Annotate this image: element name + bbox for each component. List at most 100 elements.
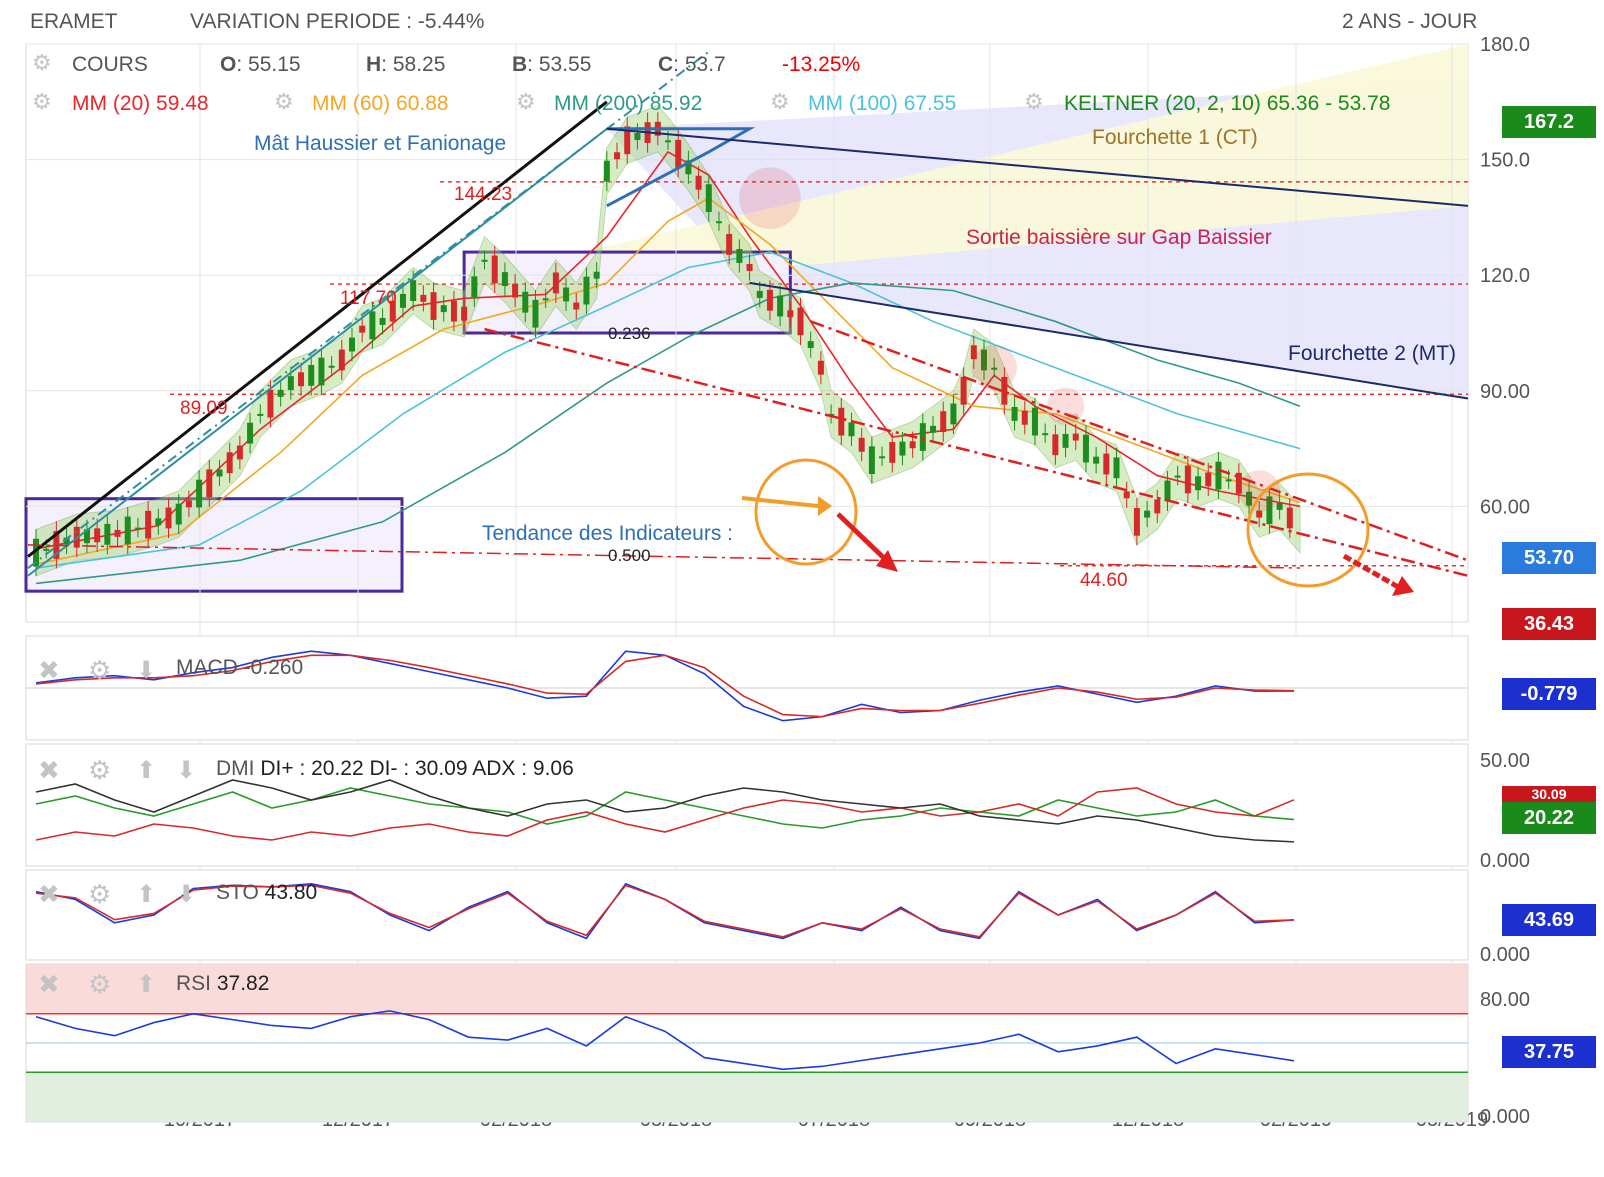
badge-upper: 167.2 xyxy=(1502,106,1596,138)
candle-body xyxy=(817,360,824,375)
orange-circle xyxy=(1246,472,1370,588)
series-mm-20- xyxy=(35,150,1301,550)
level-89: 89.09 xyxy=(180,398,228,419)
dmi-series-line xyxy=(35,787,1295,841)
candle-body xyxy=(1256,510,1263,518)
candle-body xyxy=(145,510,152,539)
candle-body xyxy=(1113,457,1120,479)
low-val: : 53.55 xyxy=(527,53,592,76)
gear-icon[interactable]: ⚙ xyxy=(88,880,112,910)
candle-body xyxy=(389,300,396,322)
dmi-y-tick: 0.000 xyxy=(1480,850,1530,872)
candle-body xyxy=(369,311,376,340)
candle-body xyxy=(1001,376,1008,405)
arrow-up-icon[interactable]: ⬆ xyxy=(136,756,157,784)
candle-body xyxy=(216,469,223,477)
cours-label: COURS xyxy=(72,53,148,76)
gear-icon[interactable]: ⚙ xyxy=(516,90,536,115)
candle-body xyxy=(1266,496,1273,525)
close-icon[interactable]: ✖ xyxy=(38,970,60,1000)
gear-icon[interactable]: ⚙ xyxy=(88,756,112,786)
arrow-down-icon[interactable]: ⬇ xyxy=(176,756,197,784)
fib-500: 0.500 xyxy=(608,546,651,565)
symbol-title: ERAMET xyxy=(30,10,118,33)
candle-body xyxy=(287,376,294,391)
annotation-sortie: Sortie baissière sur Gap Baissier xyxy=(966,226,1272,249)
candle-body xyxy=(1093,456,1100,464)
annotation-fourchette2: Fourchette 2 (MT) xyxy=(1288,342,1457,365)
candle-body xyxy=(104,523,111,545)
gear-icon[interactable]: ⚙ xyxy=(770,90,790,115)
candle-body xyxy=(981,349,987,371)
keltner-value: 65.36 - 53.78 xyxy=(1266,92,1391,115)
candle-body xyxy=(797,307,804,336)
candle-body xyxy=(379,317,386,325)
change-percent: -13.25% xyxy=(782,53,861,76)
close-icon[interactable]: ✖ xyxy=(38,880,60,910)
candle-body xyxy=(298,372,305,387)
gear-icon[interactable]: ⚙ xyxy=(1024,90,1044,115)
gear-icon[interactable]: ⚙ xyxy=(32,51,52,76)
candle-body xyxy=(420,294,427,302)
candle-body xyxy=(950,403,957,425)
candle-body xyxy=(512,283,519,298)
keltner-label: KELTNER (20, 2, 10) xyxy=(1064,92,1261,115)
candle-body xyxy=(603,160,610,182)
fourchette2-line xyxy=(749,281,1469,400)
candle-body xyxy=(185,500,192,508)
rsi-value: 37.82 xyxy=(216,972,270,995)
candle-body xyxy=(33,538,39,567)
candle-body xyxy=(756,290,763,298)
mm20-value: 59.48 xyxy=(156,92,209,115)
gear-icon[interactable]: ⚙ xyxy=(88,970,112,1000)
mm100-legend: MM (100) 67.55 xyxy=(808,92,956,116)
highlight-circle xyxy=(971,344,1017,391)
badge-sto: 43.69 xyxy=(1502,904,1596,936)
candle-body xyxy=(1184,465,1191,494)
candle-body xyxy=(991,367,998,370)
gear-icon[interactable]: ⚙ xyxy=(88,656,112,686)
candle-body xyxy=(399,293,406,308)
arrow-up-icon[interactable]: ⬆ xyxy=(136,880,157,908)
gear-icon[interactable]: ⚙ xyxy=(274,90,294,115)
close-icon[interactable]: ✖ xyxy=(38,656,60,686)
mm60-value: 60.88 xyxy=(396,92,449,115)
macd-value: -0.260 xyxy=(243,656,304,679)
candle-body xyxy=(155,518,162,526)
candle-body xyxy=(1052,434,1059,456)
candle-body xyxy=(675,139,682,168)
candle-body xyxy=(359,325,366,333)
mm200-value: 85.92 xyxy=(649,92,703,115)
badge-dmi-green: 20.22 xyxy=(1502,802,1596,834)
macd-panel-title: MACD -0.260 xyxy=(176,656,303,680)
period-label[interactable]: 2 ANS - JOUR xyxy=(1342,10,1478,33)
candle-body xyxy=(124,516,131,545)
gear-icon[interactable]: ⚙ xyxy=(32,90,52,115)
candle-body xyxy=(889,442,896,463)
series-mm-100- xyxy=(35,251,1301,569)
candle-body xyxy=(624,126,631,155)
candle-body xyxy=(410,280,417,302)
candle-body xyxy=(206,469,213,498)
mm100-label: MM (100) xyxy=(808,92,898,115)
arrow-up-icon[interactable]: ⬆ xyxy=(136,970,157,998)
candle-body xyxy=(1072,433,1079,441)
rsi-series-line xyxy=(35,1010,1295,1071)
candle-body xyxy=(970,345,977,360)
candle-body xyxy=(257,413,264,416)
candle-body xyxy=(328,365,335,368)
y-tick-label: 60.00 xyxy=(1480,496,1530,518)
mm60-legend: MM (60) 60.88 xyxy=(312,92,449,116)
close-icon[interactable]: ✖ xyxy=(38,756,60,786)
arrow-down-icon[interactable]: ⬇ xyxy=(176,880,197,908)
candle-body xyxy=(1082,434,1089,463)
candle-body xyxy=(532,299,539,328)
candle-body xyxy=(1195,476,1202,491)
candle-body xyxy=(63,537,70,545)
arrow-down-icon[interactable]: ⬇ xyxy=(136,656,157,684)
arrow-icon xyxy=(1392,576,1414,596)
annotation-tendance: Tendance des Indicateurs : xyxy=(482,522,733,545)
candle-body xyxy=(940,411,947,433)
